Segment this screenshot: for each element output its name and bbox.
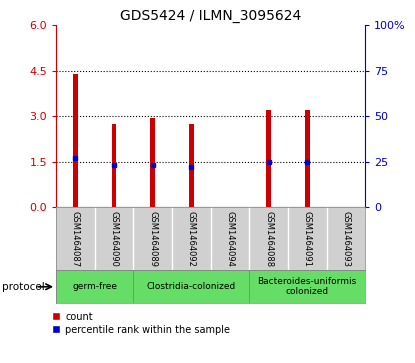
Text: GSM1464089: GSM1464089 [148,211,157,267]
Text: GSM1464091: GSM1464091 [303,211,312,266]
Text: Clostridia-colonized: Clostridia-colonized [146,282,236,291]
Title: GDS5424 / ILMN_3095624: GDS5424 / ILMN_3095624 [120,9,301,23]
Text: GSM1464094: GSM1464094 [225,211,234,266]
Text: Bacteroides-uniformis
colonized: Bacteroides-uniformis colonized [258,277,357,297]
Text: GSM1464087: GSM1464087 [71,211,80,267]
Bar [305,110,310,207]
Bar [133,270,249,303]
Bar [150,118,155,207]
Bar [249,270,365,303]
Bar [266,110,271,207]
Text: protocol: protocol [2,282,45,292]
Legend: count, percentile rank within the sample: count, percentile rank within the sample [53,311,230,335]
Text: GSM1464092: GSM1464092 [187,211,196,266]
Bar [112,124,116,207]
Text: germ-free: germ-free [72,282,117,291]
Bar [189,124,194,207]
Text: GSM1464088: GSM1464088 [264,211,273,267]
Text: GSM1464090: GSM1464090 [110,211,119,266]
Bar [73,74,78,207]
Bar [56,270,133,303]
Text: GSM1464093: GSM1464093 [342,211,350,267]
